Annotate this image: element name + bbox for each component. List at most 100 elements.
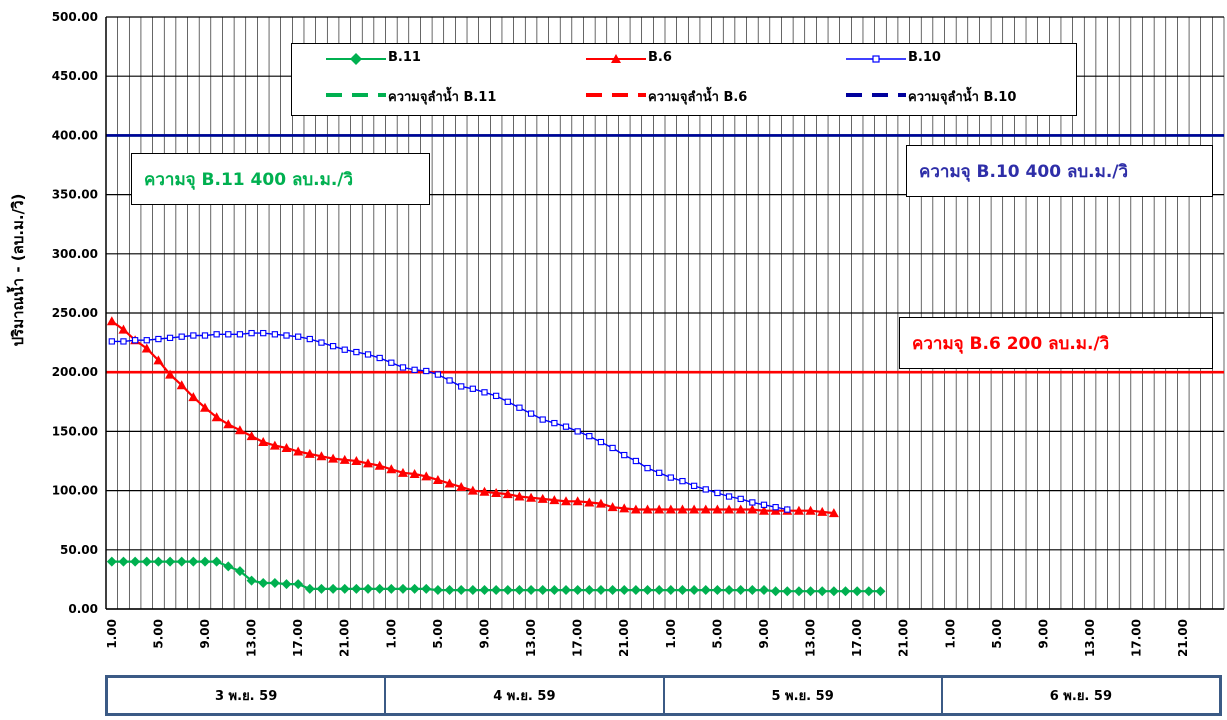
data-point-b6 [817, 506, 828, 516]
data-point-b10 [772, 504, 779, 511]
data-point-b6 [747, 504, 758, 514]
data-point-b6 [328, 453, 339, 463]
data-point-b6 [607, 502, 618, 512]
data-point-b10 [621, 451, 628, 459]
legend-label-b10: B.10 [908, 50, 941, 65]
data-point-b6 [351, 456, 362, 465]
data-point-b10 [364, 351, 372, 358]
legend-item-b6: B.6 [584, 48, 784, 70]
data-point-b6 [828, 508, 839, 518]
data-point-b11 [817, 586, 828, 597]
data-point-b11 [607, 585, 618, 596]
data-point-b10 [760, 501, 768, 508]
data-point-b11 [118, 556, 129, 567]
x-tick-label: 21.00 [617, 619, 631, 657]
data-point-b6 [374, 460, 385, 470]
data-point-b6 [421, 471, 432, 481]
data-point-b11 [689, 585, 700, 596]
data-point-b11 [514, 585, 525, 596]
data-point-b6 [432, 474, 443, 484]
x-tick-label: 9.00 [1036, 619, 1050, 649]
data-point-b6 [654, 504, 665, 514]
data-point-b11 [526, 585, 537, 596]
data-point-b11 [386, 583, 397, 594]
data-point-b10 [306, 335, 313, 343]
x-tick-labels: 1.00 5.00 9.00 13.00 17.00 21.00 1.00 5.00 9.00 1… [105, 619, 1190, 657]
legend-item-cap-b11: ความจุลำน้ำ B.11 [324, 84, 574, 106]
data-point-b6 [456, 482, 467, 492]
data-point-b11 [537, 585, 548, 596]
data-point-b10 [714, 489, 721, 497]
data-point-b11 [351, 583, 362, 594]
legend-label-cap-b10: ความจุลำน้ำ B.10 [908, 90, 1017, 105]
data-point-b10 [236, 331, 244, 338]
data-point-b6 [491, 487, 502, 497]
data-point-b6 [293, 446, 304, 456]
data-point-b6 [106, 316, 117, 326]
capacity-note-b6: ความจุ B.6 200 ลบ.ม./วิ [899, 317, 1213, 369]
y-tick-label: 450.00 [52, 69, 98, 83]
date-label-3: 5 พ.ย. 59 [665, 678, 943, 713]
x-tick-label: 17.00 [291, 619, 305, 657]
legend: B.11 B.6 B.10 ความจุลำน้ำ B.11 ความจุลำน… [291, 43, 1077, 116]
data-point-b6 [141, 343, 152, 353]
data-point-b10 [329, 343, 337, 350]
x-tick-label: 17.00 [1130, 619, 1144, 657]
y-tick-label: 400.00 [52, 128, 98, 142]
x-tick-label: 9.00 [757, 619, 771, 649]
data-point-b10 [492, 392, 500, 400]
data-point-b6 [630, 504, 641, 514]
data-point-b11 [258, 577, 269, 588]
x-tick-label: 13.00 [524, 619, 538, 657]
data-point-b10 [201, 332, 209, 339]
data-point-b11 [630, 585, 641, 596]
legend-label-cap-b11: ความจุลำน้ำ B.11 [388, 90, 497, 105]
axes [105, 17, 1224, 610]
data-point-b11 [595, 585, 606, 596]
x-tick-label: 9.00 [198, 619, 212, 649]
data-point-b11 [444, 585, 455, 596]
data-point-b11 [828, 586, 839, 597]
data-point-b11 [793, 586, 804, 597]
data-point-b10 [271, 331, 279, 338]
data-point-b6 [258, 437, 269, 447]
y-tick-labels: 0.00 50.00 100.00 150.00 200.00 250.00 300.00 3… [52, 10, 98, 616]
data-point-b10 [190, 332, 197, 339]
y-tick-label: 500.00 [52, 10, 98, 24]
data-point-b10 [120, 338, 127, 345]
legend-label-b11: B.11 [388, 50, 421, 65]
data-point-b10 [260, 329, 267, 337]
capacity-note-b10: ความจุ B.10 400 ลบ.ม./วิ [906, 145, 1213, 197]
data-point-b11 [106, 556, 117, 567]
data-point-b10 [411, 366, 418, 373]
data-point-b10 [784, 506, 791, 513]
data-point-b11 [677, 585, 688, 596]
data-point-b11 [572, 585, 583, 596]
y-tick-label: 350.00 [52, 188, 98, 202]
data-point-b6 [339, 454, 350, 464]
data-point-b11 [339, 583, 350, 594]
data-point-b11 [700, 585, 711, 596]
data-point-b10 [690, 482, 698, 490]
data-point-b6 [700, 504, 711, 514]
data-point-b11 [642, 585, 653, 596]
data-point-b10 [353, 348, 360, 356]
data-point-b6 [444, 478, 455, 488]
data-point-b6 [805, 505, 816, 515]
data-point-b11 [153, 556, 164, 567]
y-tick-label: 0.00 [68, 602, 98, 616]
x-tick-label: 1.00 [384, 619, 398, 649]
data-point-b6 [153, 355, 164, 365]
data-point-b10 [609, 444, 616, 452]
data-point-b6 [479, 486, 490, 496]
data-point-b10 [527, 410, 535, 417]
data-point-b11 [561, 585, 572, 596]
data-point-b11 [328, 583, 339, 594]
data-point-b6 [386, 464, 397, 474]
data-point-b11 [223, 561, 234, 572]
data-point-b6 [397, 467, 408, 477]
data-point-b10 [562, 423, 570, 430]
data-point-b11 [502, 585, 513, 596]
data-point-b6 [316, 451, 327, 461]
data-point-b6 [165, 369, 176, 379]
